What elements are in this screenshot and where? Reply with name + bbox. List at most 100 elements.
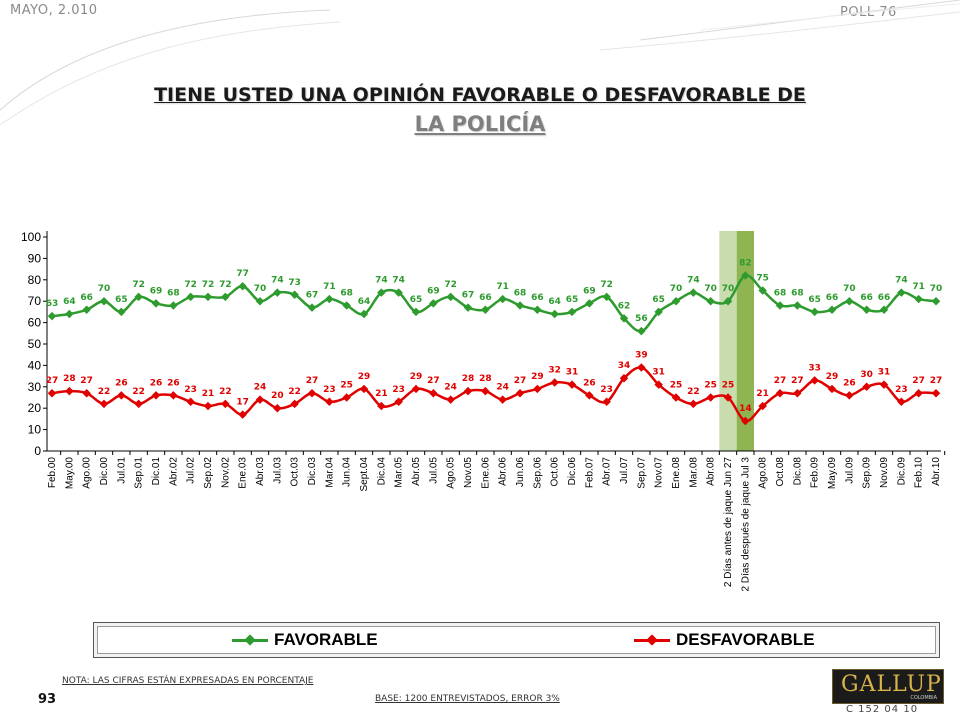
x-tick-label: Jul.09 — [844, 457, 855, 484]
x-tick-label: Nov.07 — [654, 457, 665, 488]
x-tick-label: May.09 — [827, 457, 838, 489]
data-point-favorable — [845, 296, 854, 306]
data-point-favorable — [99, 296, 109, 306]
x-tick-label: Mar.05 — [394, 457, 405, 488]
data-label-favorable: 74 — [375, 276, 388, 286]
data-label-favorable: 66 — [80, 293, 93, 303]
data-point-desfavorable — [827, 384, 837, 394]
data-point-favorable — [273, 288, 282, 297]
data-point-favorable — [186, 292, 195, 302]
data-label-favorable: 74 — [895, 276, 908, 286]
gallup-logo: GALLUP COLOMBIA — [832, 669, 944, 704]
x-tick-label: Mar.08 — [688, 457, 699, 488]
data-point-desfavorable — [567, 380, 577, 389]
data-label-desfavorable: 21 — [375, 389, 388, 399]
data-point-favorable — [723, 296, 733, 306]
x-tick-label: Sep.09 — [862, 457, 873, 489]
data-point-favorable — [325, 294, 334, 304]
data-label-desfavorable: 27 — [791, 376, 804, 386]
data-label-favorable: 70 — [254, 284, 267, 294]
footnote: NOTA: LAS CIFRAS ESTÁN EXPRESADAS EN POR… — [62, 676, 314, 686]
x-tick-label: Sep.02 — [203, 457, 214, 489]
data-label-favorable: 75 — [756, 274, 769, 284]
legend-favorable-marker — [232, 633, 268, 646]
data-label-favorable: 66 — [860, 293, 873, 303]
x-tick-label: Ene.06 — [480, 457, 491, 489]
x-tick-label: Ago.00 — [82, 457, 93, 489]
data-point-desfavorable — [533, 384, 542, 394]
x-tick-label: Sept.04 — [359, 457, 370, 492]
data-point-desfavorable — [186, 397, 195, 407]
data-label-favorable: 69 — [150, 286, 163, 296]
data-label-favorable: 65 — [652, 295, 665, 305]
data-label-desfavorable: 33 — [808, 363, 821, 373]
data-point-favorable — [498, 294, 507, 304]
data-label-favorable: 70 — [98, 284, 111, 294]
data-point-desfavorable — [221, 399, 230, 409]
data-label-favorable: 74 — [392, 276, 405, 286]
data-label-favorable: 69 — [427, 286, 440, 296]
data-label-desfavorable: 20 — [271, 391, 284, 401]
data-point-favorable — [377, 288, 386, 297]
data-label-favorable: 67 — [306, 291, 319, 301]
data-label-desfavorable: 31 — [566, 368, 579, 378]
data-point-desfavorable — [706, 393, 715, 402]
chart-title-line2: LA POLICÍA — [414, 112, 546, 136]
data-point-favorable — [65, 309, 74, 319]
data-label-desfavorable: 27 — [930, 376, 943, 386]
legend-desfavorable-label: DESFAVORABLE — [676, 630, 815, 649]
data-label-desfavorable: 27 — [774, 376, 787, 386]
data-label-favorable: 70 — [843, 284, 856, 294]
chart-legend: FAVORABLE DESFAVORABLE — [93, 622, 940, 658]
data-label-favorable: 64 — [358, 297, 371, 307]
data-point-favorable — [637, 326, 646, 336]
x-tick-label: Nov.09 — [879, 457, 890, 488]
data-label-desfavorable: 29 — [826, 372, 839, 382]
data-label-favorable: 56 — [635, 314, 648, 324]
y-tick-label: 20 — [28, 401, 42, 415]
x-tick-label: Dic.03 — [307, 457, 318, 486]
data-label-favorable: 72 — [202, 280, 215, 290]
data-label-desfavorable: 24 — [254, 383, 267, 393]
data-point-favorable — [203, 292, 213, 302]
data-label-desfavorable: 23 — [600, 385, 613, 395]
data-label-favorable: 66 — [878, 293, 891, 303]
data-point-desfavorable — [99, 399, 109, 409]
x-tick-label: Jul.05 — [428, 457, 439, 484]
series-line-favorable — [51, 274, 937, 333]
data-point-desfavorable — [446, 395, 455, 404]
data-label-favorable: 70 — [930, 284, 943, 294]
data-label-desfavorable: 14 — [739, 404, 752, 414]
data-label-desfavorable: 28 — [462, 374, 475, 384]
highlight-band-1 — [719, 231, 737, 451]
data-label-favorable: 66 — [531, 293, 544, 303]
x-tick-label: 2 Días después de jaque Jul 3 — [740, 457, 751, 592]
x-tick-label: Sep.01 — [134, 457, 145, 489]
data-point-desfavorable — [775, 388, 785, 398]
data-point-desfavorable — [273, 403, 282, 413]
data-label-favorable: 67 — [462, 291, 475, 301]
document-code: C 152 04 10 — [846, 704, 919, 715]
x-tick-label: Feb.10 — [914, 457, 925, 489]
data-label-desfavorable: 31 — [878, 368, 891, 378]
data-point-desfavorable — [914, 388, 923, 398]
data-point-desfavorable — [481, 386, 490, 396]
data-point-desfavorable — [377, 401, 386, 411]
logo-wordmark: GALLUP — [841, 672, 942, 697]
data-point-desfavorable — [619, 373, 629, 383]
data-label-desfavorable: 17 — [236, 398, 249, 408]
x-tick-label: Sep.06 — [532, 457, 543, 489]
x-tick-label: Oct.08 — [775, 457, 786, 487]
data-label-favorable: 62 — [618, 301, 631, 311]
data-label-desfavorable: 22 — [687, 387, 700, 397]
data-label-favorable: 70 — [722, 284, 735, 294]
data-point-favorable — [585, 299, 594, 308]
data-point-desfavorable — [82, 388, 91, 398]
data-label-desfavorable: 23 — [392, 385, 405, 395]
data-point-desfavorable — [290, 399, 299, 409]
data-point-favorable — [411, 307, 421, 317]
y-tick-label: 60 — [28, 316, 42, 330]
data-label-desfavorable: 29 — [358, 372, 371, 382]
data-point-favorable — [793, 301, 802, 310]
data-point-favorable — [602, 292, 611, 302]
